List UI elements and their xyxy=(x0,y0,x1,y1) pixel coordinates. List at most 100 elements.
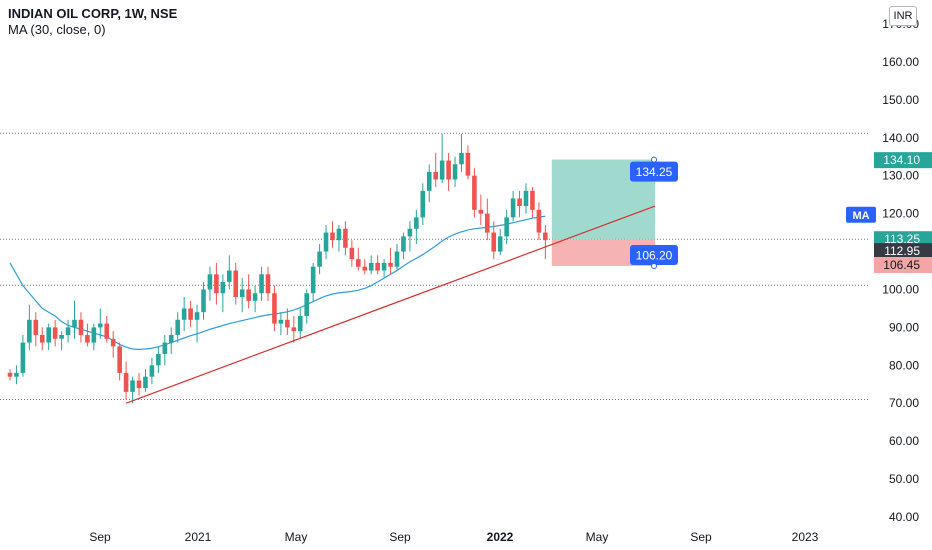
candle-body xyxy=(233,270,239,298)
candle xyxy=(214,262,219,305)
time-axis[interactable]: Sep 2021 May Sep 2022 May Sep 2023 xyxy=(89,530,818,544)
candle xyxy=(375,255,380,275)
candle-body xyxy=(227,270,232,282)
candle-body xyxy=(149,365,155,377)
x-tick-label: May xyxy=(586,530,609,544)
candle xyxy=(27,304,32,351)
candle-body xyxy=(356,259,361,267)
candle-body xyxy=(214,274,219,294)
candle xyxy=(504,209,509,244)
candle xyxy=(207,266,213,301)
x-tick-label: Sep xyxy=(690,530,712,544)
candle-body xyxy=(156,353,161,366)
candle-body xyxy=(20,342,26,373)
currency-button[interactable]: INR xyxy=(889,6,917,26)
candle-body xyxy=(168,334,174,343)
candle-body xyxy=(130,380,135,392)
candle-body xyxy=(491,232,497,252)
candle xyxy=(201,281,206,320)
candle xyxy=(143,369,148,392)
candle xyxy=(239,278,245,313)
axis-stop-tag-text: 106.45 xyxy=(883,258,920,272)
candle-body xyxy=(439,160,445,180)
candle-body xyxy=(72,319,77,328)
indicator-legend[interactable]: MA (30, close, 0) xyxy=(8,22,106,37)
symbol-title[interactable]: INDIAN OIL CORP, 1W, NSE xyxy=(8,6,178,21)
candle-body xyxy=(220,281,226,294)
candle-body xyxy=(304,293,309,317)
axis-target-tag[interactable]: 134.10 xyxy=(874,152,932,169)
candle-body xyxy=(362,266,368,271)
chart-legend: INDIAN OIL CORP, 1W, NSE MA (30, close, … xyxy=(8,6,177,38)
candle xyxy=(362,259,368,275)
candle xyxy=(343,221,348,256)
candle xyxy=(156,346,161,373)
candle xyxy=(285,308,290,335)
trendline-segment[interactable] xyxy=(125,205,656,404)
candle xyxy=(265,266,271,301)
stop-label-text: 106.20 xyxy=(636,248,673,262)
axis-close-tag-text: 112.95 xyxy=(884,244,920,258)
y-tick-label: 150.00 xyxy=(882,93,919,107)
candle xyxy=(420,183,426,225)
candle-body xyxy=(123,372,129,392)
trendline[interactable] xyxy=(125,205,656,404)
candle xyxy=(497,228,503,256)
candle-body xyxy=(343,228,348,248)
candle-body xyxy=(504,217,509,237)
candle xyxy=(459,133,464,172)
candle xyxy=(278,312,284,335)
ma-tag-text: MA xyxy=(852,210,869,222)
position-labels[interactable]: 134.25 106.20 xyxy=(630,156,678,269)
candle xyxy=(7,369,13,381)
candle-body xyxy=(239,289,245,298)
candle-body xyxy=(368,262,374,271)
candle xyxy=(123,361,129,400)
stop-handle[interactable] xyxy=(651,262,657,269)
y-tick-label: 130.00 xyxy=(882,169,919,183)
candle-body xyxy=(465,152,471,176)
dotted-levels xyxy=(0,132,870,400)
candle xyxy=(272,285,277,332)
candle xyxy=(181,297,187,332)
candle-body xyxy=(278,319,284,324)
candle-body xyxy=(65,327,71,335)
candle-body xyxy=(136,380,142,389)
y-tick-label: 90.00 xyxy=(889,320,919,334)
candle-body xyxy=(201,289,206,313)
candle-body xyxy=(407,228,413,237)
candle xyxy=(175,312,180,343)
candle-body xyxy=(375,262,380,271)
candle xyxy=(78,312,84,343)
stop-label-box xyxy=(630,244,678,265)
candle xyxy=(439,133,445,184)
candle-body xyxy=(446,160,451,180)
candle-body xyxy=(46,327,51,343)
candle xyxy=(304,289,309,324)
ma-tag[interactable]: MA xyxy=(846,206,876,223)
candle-body xyxy=(162,342,168,354)
target-handle[interactable] xyxy=(651,156,657,163)
candle-body xyxy=(401,236,406,252)
y-tick-label: 120.00 xyxy=(882,207,919,221)
stop-label[interactable]: 106.20 xyxy=(630,244,678,265)
price-axis[interactable]: 170.00160.00150.00140.00130.00120.00110.… xyxy=(846,17,932,524)
axis-close-tag[interactable]: 112.95 xyxy=(874,243,932,260)
ma-line xyxy=(9,215,546,350)
candle xyxy=(91,323,97,351)
candle-body xyxy=(143,376,148,389)
candle-body xyxy=(285,319,290,328)
candle-body xyxy=(530,190,535,210)
ma-series xyxy=(9,215,546,350)
x-tick-label: Sep xyxy=(389,530,411,544)
candle xyxy=(168,327,174,354)
axis-stop-tag[interactable]: 106.45 xyxy=(874,257,932,274)
candle-body xyxy=(394,251,400,267)
candle-body xyxy=(207,274,213,290)
target-label[interactable]: 134.25 xyxy=(630,161,678,182)
candle-body xyxy=(497,236,503,252)
candle xyxy=(356,247,361,271)
candle xyxy=(446,152,451,191)
candle xyxy=(162,334,168,366)
